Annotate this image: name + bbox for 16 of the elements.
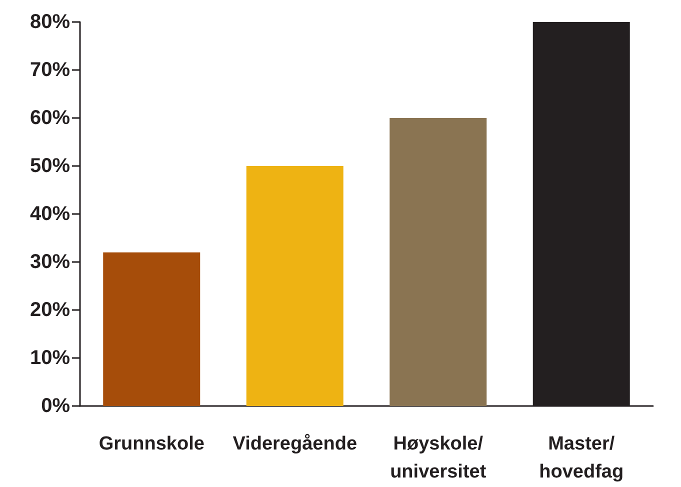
y-tick-label: 0% bbox=[41, 395, 70, 417]
y-tick-label: 80% bbox=[30, 11, 70, 33]
bar bbox=[390, 118, 487, 406]
y-tick-label: 70% bbox=[30, 59, 70, 81]
x-tick-label: Master/ hovedfag bbox=[539, 434, 624, 482]
y-tick-label: 60% bbox=[30, 107, 70, 129]
bar bbox=[103, 252, 200, 406]
y-tick-label: 30% bbox=[30, 251, 70, 273]
y-tick-label: 20% bbox=[30, 299, 70, 321]
x-tick-label: Grunnskole bbox=[98, 434, 204, 454]
x-tick-label: Videregående bbox=[232, 434, 358, 454]
y-tick-label: 50% bbox=[30, 155, 70, 177]
y-tick-label: 10% bbox=[30, 347, 70, 369]
bar bbox=[246, 166, 344, 406]
x-tick-label: Høyskole/ universitet bbox=[390, 434, 487, 482]
y-tick-label: 40% bbox=[30, 203, 70, 225]
